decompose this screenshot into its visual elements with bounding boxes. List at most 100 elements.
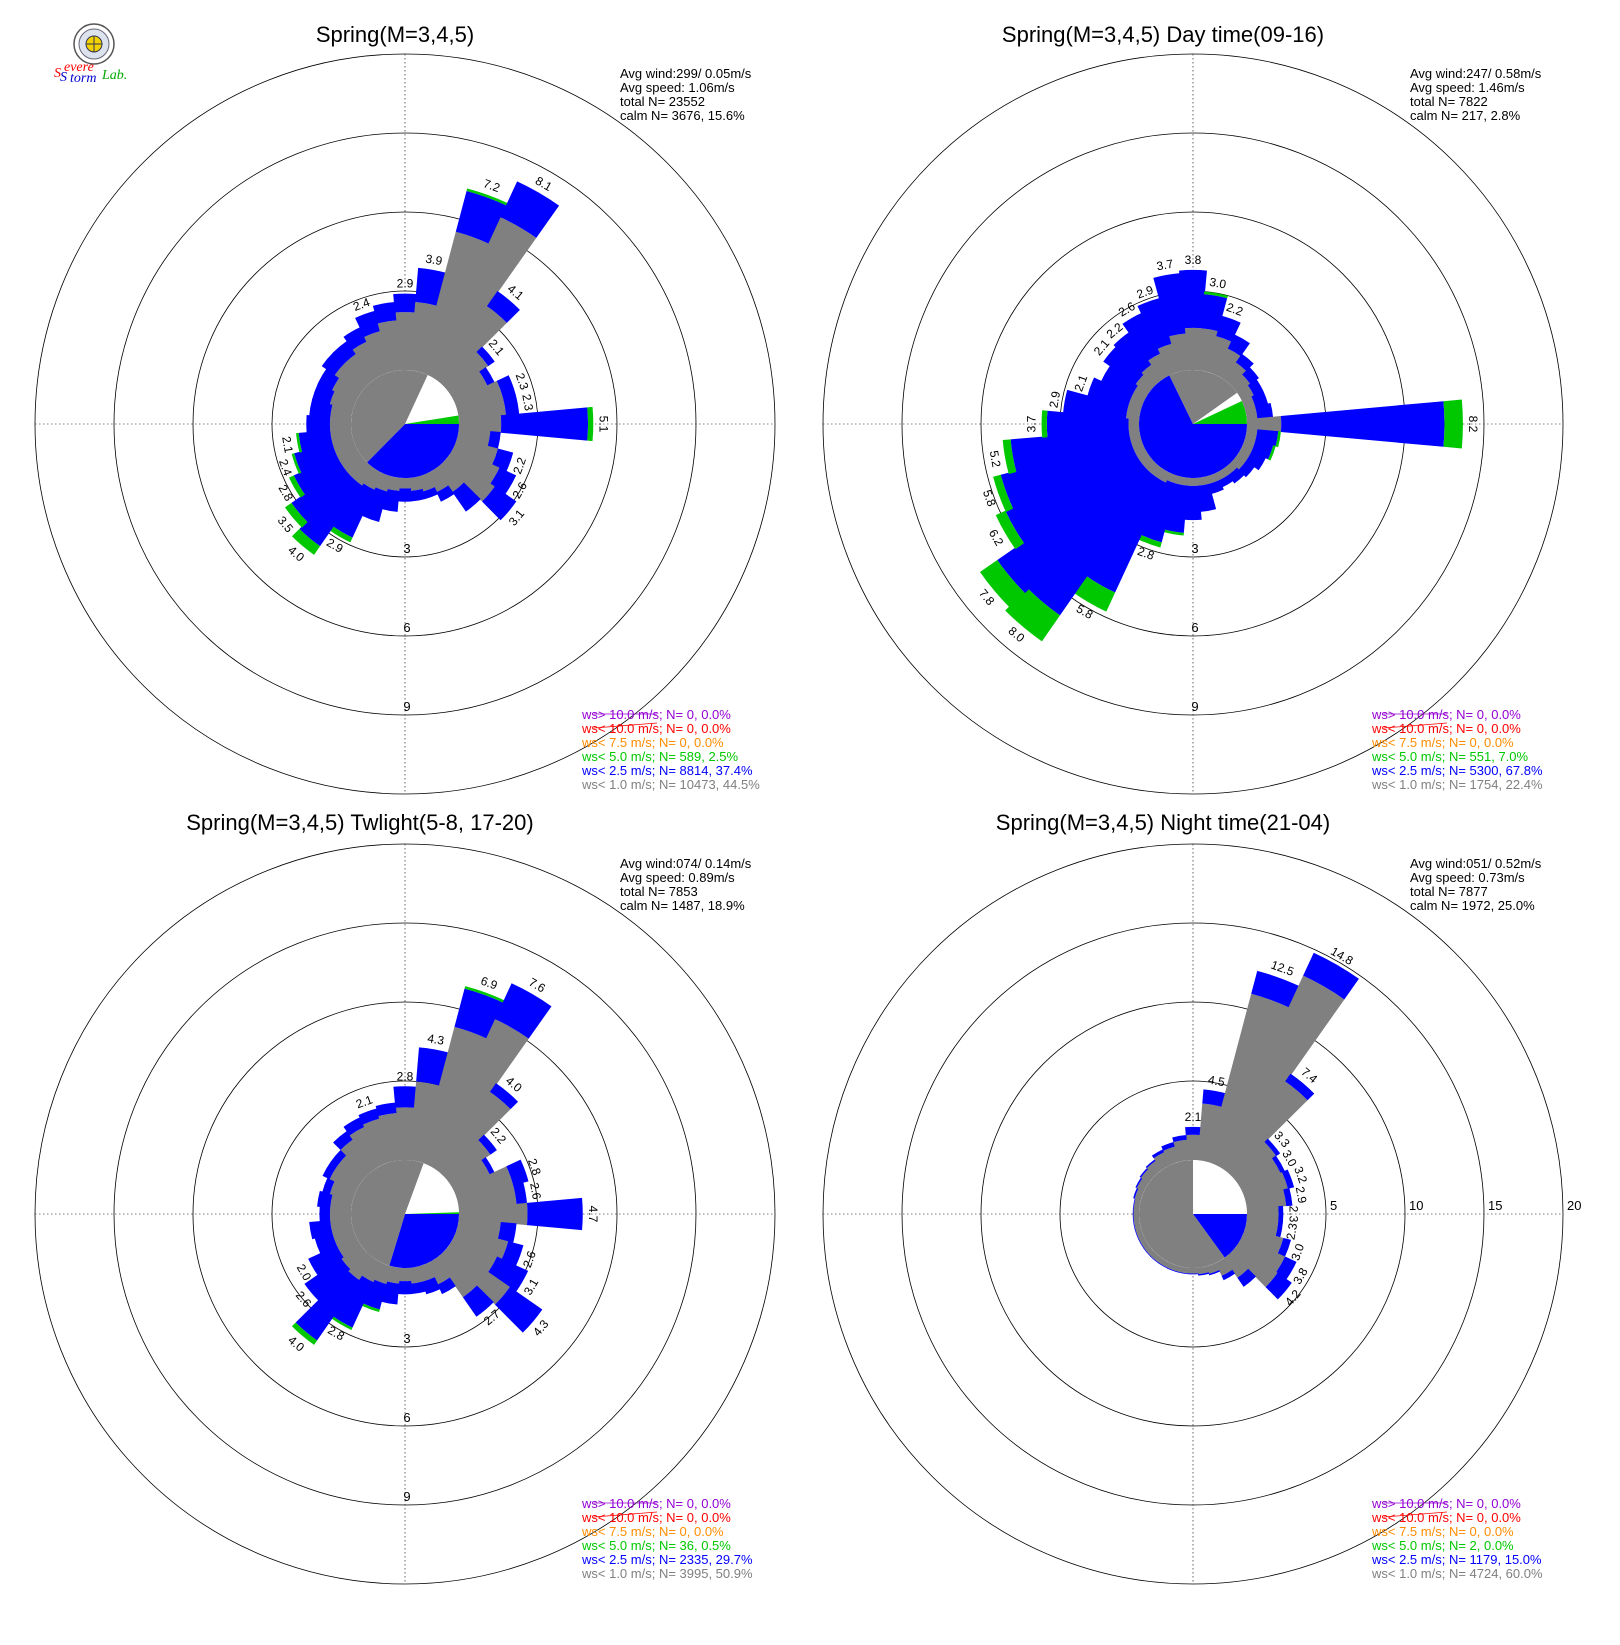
wind-bar-segment-lt1 — [1231, 1142, 1277, 1184]
wind-bar-segment-lt1 — [427, 1019, 529, 1170]
wind-bar-segment-lt2_5 — [502, 393, 520, 416]
wind-bar-segment-lt1 — [1197, 1103, 1223, 1162]
wind-bar-segment-lt1 — [399, 477, 411, 489]
wind-bar-segment-lt1 — [427, 1258, 450, 1285]
wind-bar-segment-lt1 — [449, 1236, 498, 1273]
wind-bar-segment-lt1 — [1246, 1206, 1279, 1222]
bar-value-label: 3.7 — [1156, 257, 1175, 274]
wind-bar-segment-lt1 — [394, 312, 416, 371]
wind-bar-segment-lt1 — [1138, 1236, 1149, 1249]
wind-bar-segment-lt2_5 — [486, 291, 520, 323]
wind-bar-segment-lt1 — [1206, 993, 1290, 1166]
wind-bar-segment-lt1 — [1245, 1189, 1287, 1210]
bar-value-label: 2.8 — [1136, 544, 1157, 563]
wind-bar-segment-lt2_5 — [1100, 365, 1139, 396]
wind-bar-segment-lt2_5 — [479, 367, 495, 386]
wind-bar-segment-lt2_5 — [500, 407, 589, 441]
wind-bar-segment-lt1 — [1231, 374, 1251, 394]
wind-bar-segment-lt1 — [329, 1207, 352, 1221]
wind-bar-segment-lt2_5 — [422, 487, 439, 500]
stats-line: calm N= 217, 2.8% — [1410, 108, 1521, 123]
wind-bar-segment-lt1 — [374, 1262, 392, 1285]
wind-bar-segment-lt2_5 — [1145, 1159, 1156, 1169]
bar-value-label: 2.3 — [519, 393, 536, 412]
wind-bar-segment-lt5 — [993, 474, 1014, 513]
wind-bar-segment-lt1 — [1223, 362, 1247, 386]
bar-value-label: 2.6 — [520, 1249, 539, 1270]
wind-bar-segment-lt2_5 — [1135, 1177, 1143, 1189]
wind-bar-segment-lt1 — [449, 1160, 490, 1192]
wind-bar-segment-lt2_5 — [1283, 1187, 1293, 1207]
wind-bar-segment-lt2_5 — [1238, 460, 1255, 478]
wind-bar-segment-lt1 — [435, 462, 464, 493]
wind-bar-segment-lt2_5 — [478, 1134, 497, 1155]
wind-bar-segment-lt1 — [418, 231, 490, 376]
wind-bar-segment-lt1 — [340, 1139, 375, 1176]
wind-bar-segment-lt1 — [457, 428, 491, 447]
wind-bar-segment-lt1 — [443, 1140, 491, 1184]
ring-label: 6 — [403, 620, 410, 635]
wind-bar-segment-lt2_5 — [332, 483, 375, 538]
wind-bar-segment-lt5 — [1275, 431, 1281, 448]
legend-entry: ws< 2.5 m/s; N= 8814, 37.4% — [581, 763, 753, 778]
wind-bar-segment-lt1 — [332, 377, 361, 402]
wind-bar-segment-lt1 — [1134, 446, 1149, 462]
calm-pie-lt5 — [405, 1212, 459, 1214]
range-ring — [113, 922, 697, 1506]
bar-value-label: 2.3 — [1283, 1222, 1300, 1241]
wind-bar-segment-lt1 — [435, 1252, 477, 1298]
wind-bar-segment-lt1 — [329, 1166, 361, 1192]
wind-bar-segment-lt1 — [347, 1252, 375, 1280]
bar-value-label: 5.1 — [596, 416, 610, 433]
bar-value-label: 5.2 — [987, 449, 1004, 468]
legend-entry: ws< 7.5 m/s; N= 0, 0.0% — [581, 735, 724, 750]
wind-bar-segment-lt1 — [330, 1194, 353, 1210]
wind-bar-segment-lt1 — [1134, 1188, 1145, 1201]
wind-bar-segment-lt1 — [1245, 428, 1258, 441]
legend-entry: ws> 10.0 m/s; N= 0, 0.0% — [581, 1496, 731, 1511]
stats-line: total N= 7853 — [620, 884, 698, 899]
bar-value-label: 2.1 — [354, 1092, 375, 1111]
wind-bar-segment-lt2_5 — [362, 1279, 387, 1310]
wind-bar-segment-lt5 — [979, 560, 1026, 609]
bar-value-label: 3.2 — [1291, 1165, 1310, 1186]
wind-bar-segment-lt1 — [1223, 1252, 1249, 1278]
wind-bar-segment-lt2_5 — [1235, 353, 1254, 372]
wind-bar-segment-lt1 — [1133, 1208, 1140, 1220]
wind-bar-segment-lt1 — [1215, 348, 1241, 380]
wind-bar-segment-lt1 — [1241, 1172, 1288, 1201]
legend-entry: ws> 10.0 m/s; N= 0, 0.0% — [581, 707, 731, 722]
wind-bar-segment-lt2_5 — [1151, 1149, 1165, 1159]
bar-value-label: 3.8 — [1185, 253, 1202, 267]
bar-value-label: 4.7 — [586, 1206, 600, 1223]
wind-bar-segment-lt5 — [291, 453, 302, 474]
legend-entry: ws< 5.0 m/s; N= 2, 0.0% — [1371, 1538, 1514, 1553]
wind-bar-segment-lt1 — [362, 1118, 392, 1166]
calm-pie-lt1 — [1169, 370, 1238, 424]
wind-bar-segment-lt2_5 — [1132, 1208, 1134, 1220]
wind-bar-segment-lt1 — [418, 472, 435, 492]
wind-bar-segment-lt2_5 — [1087, 377, 1133, 407]
wind-bar-segment-lt2_5 — [393, 293, 417, 313]
wind-bar-segment-lt1 — [1245, 407, 1258, 420]
ring-label: 20 — [1567, 1198, 1581, 1213]
wind-bar-segment-lt1 — [449, 371, 488, 402]
wind-bar-segment-lt1 — [1166, 472, 1180, 484]
wind-bar-segment-lt2_5 — [1280, 401, 1445, 447]
wind-bar-segment-lt2_5 — [291, 466, 353, 523]
wind-bar-segment-lt2_5 — [1063, 389, 1129, 419]
wind-bar-segment-lt1 — [1246, 416, 1282, 432]
ring-label: 3 — [403, 1331, 410, 1346]
wind-bar-segment-lt2_5 — [304, 1258, 351, 1301]
wind-bar-segment-lt1 — [336, 1155, 367, 1184]
wind-bar-segment-lt2_5 — [487, 1256, 529, 1293]
wind-bar-segment-lt1 — [1223, 462, 1237, 475]
calm-pie-lt5 — [1193, 401, 1247, 424]
wind-bar-segment-lt2_5 — [1113, 332, 1152, 373]
legend-strike — [1383, 1511, 1448, 1518]
bar-value-label: 2.1 — [1071, 373, 1090, 394]
wind-bar-segment-lt2_5 — [1158, 1262, 1169, 1269]
ring-label: 6 — [1191, 620, 1198, 635]
wind-bar-segment-lt1 — [1144, 1244, 1155, 1257]
